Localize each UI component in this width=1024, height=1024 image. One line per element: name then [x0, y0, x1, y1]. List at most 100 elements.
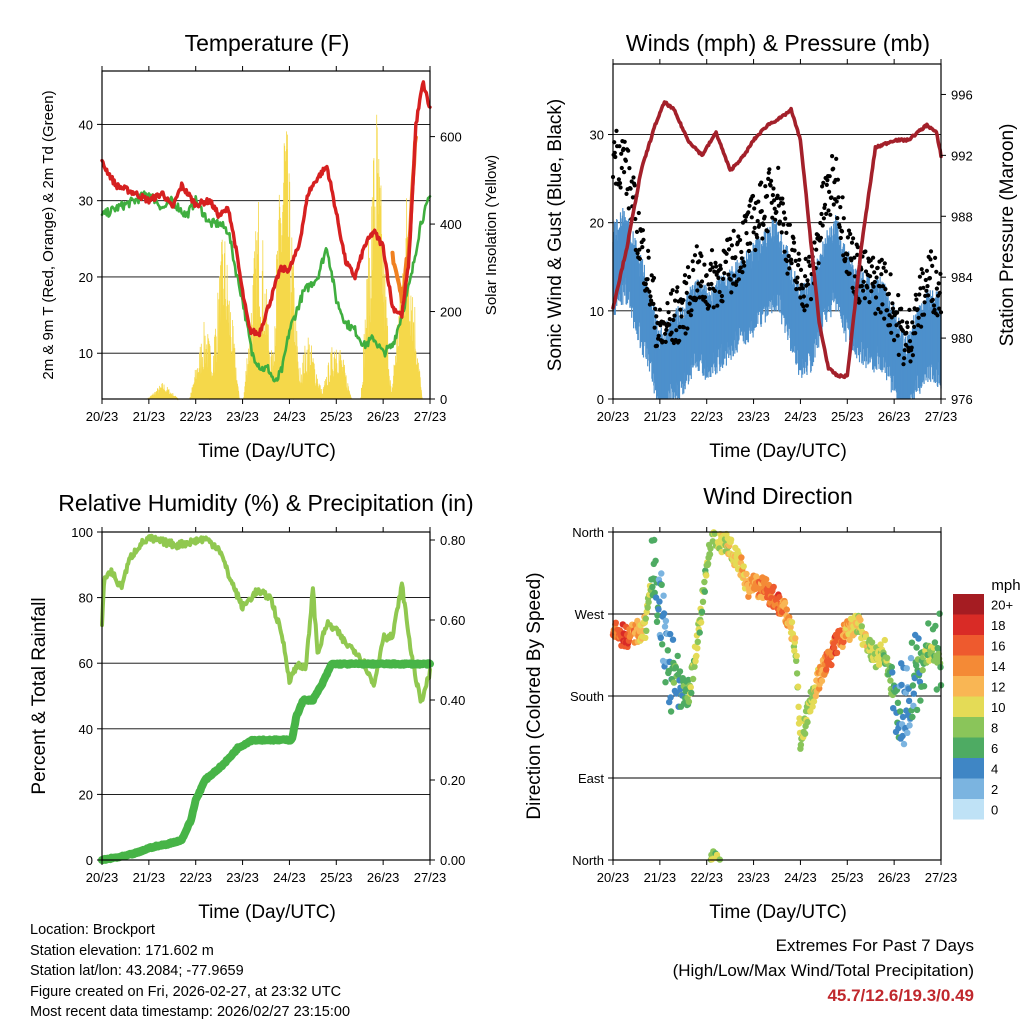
gust-point: [613, 154, 618, 160]
direction-point: [660, 592, 667, 599]
direction-point: [699, 598, 707, 605]
direction-point: [644, 604, 651, 611]
gust-point: [883, 269, 889, 274]
gust-point: [770, 215, 775, 220]
gust-point: [759, 209, 764, 214]
y2-tick-label: 996: [951, 87, 973, 102]
gust-point: [630, 195, 636, 200]
gust-point: [768, 183, 773, 188]
gust-point: [726, 272, 731, 277]
y2-tick-label: 0.60: [440, 613, 465, 628]
gust-point: [684, 281, 689, 286]
gust-point: [628, 186, 633, 191]
gust-point: [791, 240, 797, 245]
gust-point: [791, 235, 796, 241]
gust-point: [787, 266, 792, 271]
direction-point: [828, 661, 835, 669]
gust-point: [852, 255, 857, 260]
direction-point: [794, 683, 802, 690]
dewpoint-line: [100, 190, 432, 383]
gust-point: [742, 263, 747, 268]
gust-point: [840, 195, 845, 200]
gust-point: [752, 206, 757, 211]
gust-point: [796, 251, 801, 256]
direction-point: [649, 583, 656, 591]
gust-point: [624, 191, 629, 196]
gust-point: [636, 210, 641, 216]
legend-label: 16: [991, 638, 1005, 653]
gust-point: [924, 288, 929, 293]
gust-point: [712, 269, 717, 274]
gust-point: [902, 348, 907, 353]
direction-point: [657, 634, 664, 641]
gust-point: [619, 165, 624, 171]
direction-point: [908, 639, 916, 646]
gust-point: [684, 290, 689, 295]
winds-title: Winds (mph) & Pressure (mb): [626, 30, 930, 56]
direction-point: [694, 645, 701, 652]
gust-point: [756, 199, 761, 204]
direction-point: [703, 572, 710, 579]
direction-point: [707, 545, 714, 552]
gust-point: [739, 256, 745, 261]
gust-point: [879, 257, 884, 262]
direction-point: [868, 639, 876, 646]
y-tick-label: 30: [590, 128, 604, 143]
y2-tick-label: 988: [951, 209, 973, 224]
gust-point: [797, 257, 802, 262]
gust-point: [902, 356, 907, 361]
x-tick-label: 24/23: [784, 409, 817, 424]
gust-point: [846, 228, 852, 233]
gust-point: [683, 331, 688, 336]
gust-point: [905, 324, 910, 330]
gust-point: [917, 292, 922, 297]
direction-point: [899, 732, 906, 740]
gust-point: [729, 243, 735, 248]
direction-point: [913, 644, 920, 651]
gust-point: [821, 180, 826, 185]
gust-point: [849, 240, 855, 245]
gust-point: [835, 216, 840, 221]
gust-point: [885, 308, 890, 313]
direction-point: [664, 647, 671, 654]
gust-point: [919, 324, 924, 329]
y-tick-label: 20: [590, 216, 604, 231]
direction-point: [915, 635, 922, 642]
precip-line: [98, 659, 434, 865]
winds-panel: Winds (mph) & Pressure (mb) 0 10 20 30 976 98…: [545, 30, 1018, 462]
gust-point: [751, 230, 756, 235]
direction-point: [651, 589, 658, 596]
direction-point: [933, 686, 940, 693]
gust-point: [702, 262, 707, 267]
direction-point: [833, 649, 841, 656]
gust-point: [667, 317, 672, 322]
legend-swatch: [953, 655, 984, 676]
gust-point: [757, 222, 762, 228]
direction-point: [846, 636, 853, 643]
gust-point: [631, 175, 636, 180]
direction-point: [909, 713, 916, 721]
direction-point: [916, 678, 924, 685]
solar-ylabel: Solar Insolation (Yellow): [483, 155, 500, 315]
gust-point: [641, 237, 646, 242]
gust-point: [681, 298, 686, 303]
y2-tick-label: 0.80: [440, 533, 465, 548]
gust-point: [626, 148, 631, 153]
rh-line: [100, 533, 432, 704]
gust-point: [932, 307, 937, 312]
x-tick-label: 21/23: [644, 409, 677, 424]
x-tick-label: 22/23: [179, 870, 212, 885]
direction-point: [656, 598, 663, 605]
x-tick-label: 20/23: [86, 409, 119, 424]
gust-point: [857, 299, 862, 304]
gust-point: [681, 325, 687, 330]
gust-point: [674, 328, 679, 333]
gust-point: [890, 306, 896, 311]
gust-point: [889, 330, 894, 335]
gust-point: [669, 330, 674, 335]
gust-point: [781, 222, 786, 227]
gust-point: [785, 271, 790, 276]
direction-point: [839, 643, 846, 650]
gust-point: [907, 307, 912, 312]
gust-point: [861, 279, 866, 284]
